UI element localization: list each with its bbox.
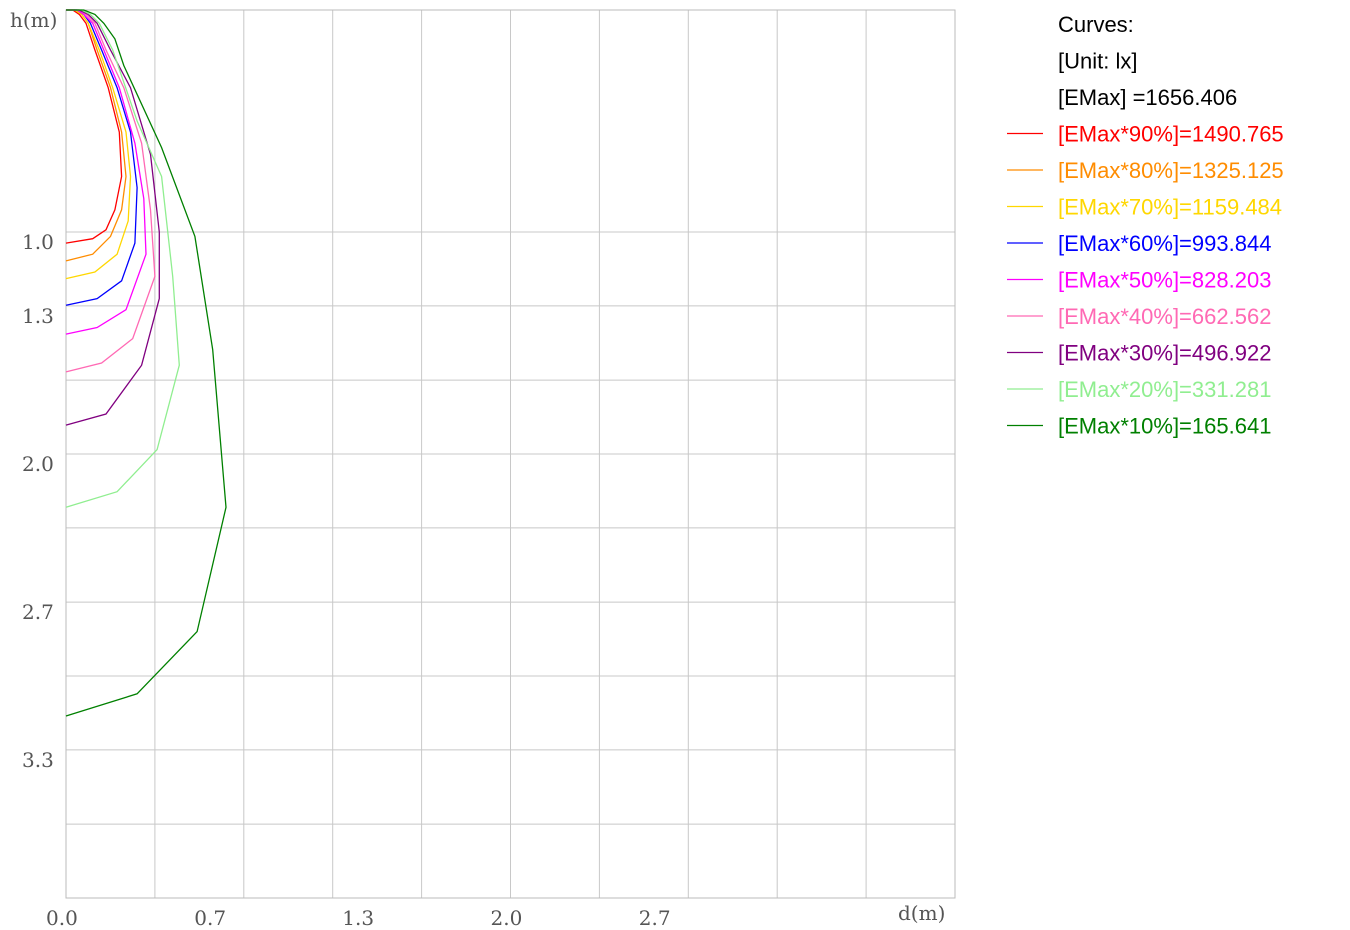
series-line — [65, 9, 227, 717]
y-tick-label: 2.0 — [22, 452, 54, 476]
legend-entry: [EMax*30%]=496.922 — [1058, 341, 1271, 366]
y-axis-label: h(m) — [10, 8, 57, 32]
x-tick-label: 0.7 — [194, 906, 226, 930]
series-line — [65, 9, 127, 262]
legend-header-line: [EMax] =1656.406 — [1058, 85, 1237, 110]
legend-entry: [EMax*10%]=165.641 — [1058, 414, 1271, 439]
legend-entry: [EMax*90%]=1490.765 — [1058, 122, 1284, 147]
legend-entry: [EMax*40%]=662.562 — [1058, 304, 1271, 329]
y-tick-label: 1.3 — [22, 304, 54, 328]
series-layer — [65, 9, 227, 717]
plot-frame — [65, 9, 956, 899]
legend-entry: [EMax*60%]=993.844 — [1058, 231, 1271, 256]
legend-header-line: Curves: — [1058, 12, 1134, 37]
x-tick-label: 2.0 — [491, 906, 523, 930]
y-tick-label: 3.3 — [22, 748, 54, 772]
series-line — [65, 9, 138, 306]
series-line — [65, 9, 160, 426]
legend: Curves: [Unit: lx] [EMax] =1656.406 [EMax*9… — [1007, 12, 1284, 439]
legend-entry: [EMax*50%]=828.203 — [1058, 268, 1271, 293]
series-line — [65, 9, 147, 335]
series-line — [65, 9, 180, 508]
x-tick-labels: 0.0 0.7 1.3 2.0 2.7 — [46, 906, 671, 930]
series-line — [65, 9, 132, 280]
series-line — [65, 9, 123, 244]
x-axis-label: d(m) — [898, 901, 945, 925]
legend-header-line: [Unit: lx] — [1058, 49, 1137, 74]
x-tick-label: 0.0 — [46, 906, 78, 930]
x-tick-label: 2.7 — [639, 906, 671, 930]
legend-entry: [EMax*20%]=331.281 — [1058, 377, 1271, 402]
grid — [66, 10, 955, 898]
y-tick-labels: 1.0 1.3 2.0 2.7 3.3 — [22, 230, 54, 772]
legend-entry: [EMax*80%]=1325.125 — [1058, 158, 1284, 183]
y-tick-label: 1.0 — [22, 230, 54, 254]
series-line — [65, 9, 156, 373]
legend-entry: [EMax*70%]=1159.484 — [1058, 195, 1282, 220]
y-tick-label: 2.7 — [22, 600, 54, 624]
x-tick-label: 1.3 — [342, 906, 374, 930]
